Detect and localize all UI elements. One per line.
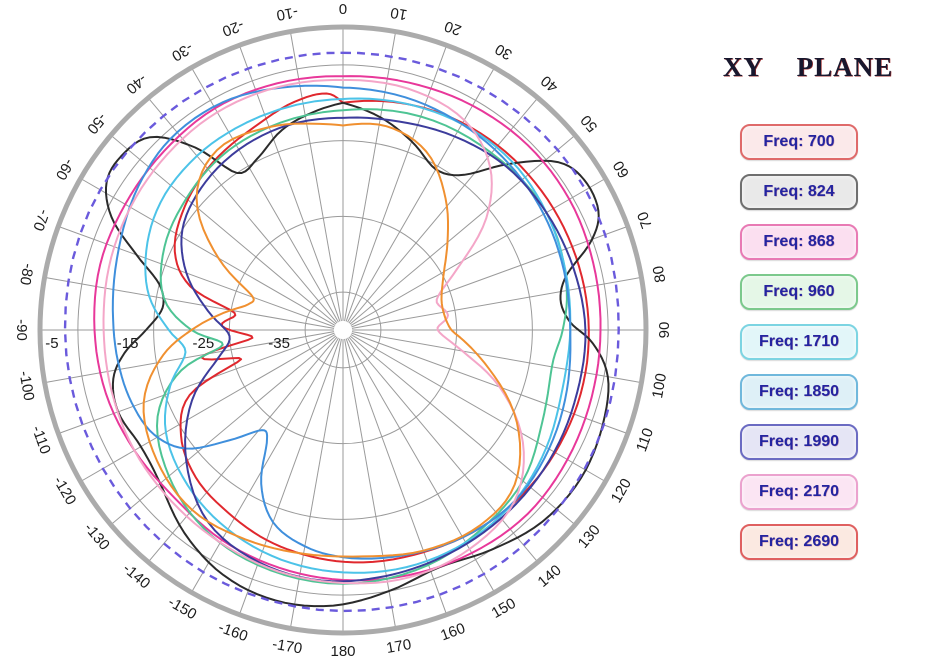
angle-tick-label: 110 [633,426,657,454]
grid-circle [304,291,382,369]
grid-spoke [289,31,342,322]
trace-freq-1850 [111,84,572,560]
angle-tick-label: 80 [650,264,670,283]
angle-tick-label: 40 [538,72,562,96]
angle-tick-label: 60 [610,158,633,181]
trace-freq-868 [93,75,602,582]
angle-tick-label: 140 [535,562,565,591]
grid-spoke [348,97,539,324]
grid-spoke [58,225,335,328]
angle-tick-label: -160 [216,619,250,645]
radial-tick-label: -15 [117,335,139,352]
angle-tick-label: -70 [29,207,52,233]
angle-tick-label: 20 [442,17,463,39]
grid-spoke [344,31,397,322]
angle-tick-label: 130 [575,522,604,552]
angle-tick-label: 0 [339,0,347,17]
grid-spoke [351,225,628,328]
angle-tick-label: 160 [438,620,467,645]
trace-freq-1990 [180,116,587,583]
grid-spoke [348,336,539,563]
grid-spoke [347,337,495,593]
trace-freq-1710 [144,97,572,574]
angle-tick-label: -170 [271,636,304,658]
grid-spoke [191,67,339,323]
grid-spoke [349,134,576,325]
legend-item-1990[interactable]: Freq: 1990 [740,424,858,460]
angle-tick-label: -20 [220,16,246,39]
grid-spoke [344,338,397,629]
grid-spoke [349,335,576,526]
angle-tick-label: 100 [649,372,670,400]
angle-tick-label: -50 [83,110,110,138]
legend-item-960[interactable]: Freq: 960 [740,274,858,310]
trace-freq-824 [105,101,610,608]
legend-item-1710[interactable]: Freq: 1710 [740,324,858,360]
grid-spoke [351,331,642,384]
legend: Freq: 700 Freq: 824 Freq: 868 Freq: 960 Freq… [740,124,858,560]
grid-spoke [345,45,448,322]
trace-freq-2690 [142,122,522,558]
grid-spoke [351,332,628,435]
grid-spoke [44,331,335,384]
angle-tick-label: 180 [330,643,355,660]
grid-spoke [191,337,339,593]
grid-spoke [351,276,642,329]
angle-tick-label: -120 [50,473,80,508]
trace-freq-700 [173,92,590,564]
angle-tick-label: 30 [492,40,515,63]
radial-tick-label: -5 [45,335,58,352]
angle-tick-label: -30 [169,39,196,65]
grid-circle [153,140,533,520]
angle-tick-label: -60 [52,156,78,183]
grid-spoke [350,178,606,326]
grid-spoke [44,276,335,329]
angle-tick-label: 120 [608,476,635,506]
right-panel: XY PLANE Freq: 700 Freq: 824 Freq: 868 Freq… [690,0,926,664]
angle-tick-label: 50 [577,112,601,136]
radial-tick-label: -35 [268,335,290,352]
grid-spoke [345,338,448,615]
trace-freq-2170 [102,78,525,585]
legend-item-700[interactable]: Freq: 700 [740,124,858,160]
grid-spoke [238,338,341,615]
angle-tick-label: -90 [13,319,30,341]
angle-tick-label: 150 [489,595,519,622]
outer-ring [37,24,649,636]
radial-tick-label: -25 [193,335,215,352]
page-title: XY PLANE [722,52,894,82]
grid-spoke [347,67,495,323]
angle-tick-label: 70 [634,209,656,230]
angle-tick-label: 90 [656,322,673,339]
grid-spoke [80,178,336,326]
legend-item-1850[interactable]: Freq: 1850 [740,374,858,410]
grid-spoke [58,332,335,435]
angle-tick-label: -110 [28,423,54,456]
legend-item-868[interactable]: Freq: 868 [740,224,858,260]
angle-tick-label: -150 [165,594,200,624]
angle-tick-label: 170 [385,636,413,657]
legend-item-2690[interactable]: Freq: 2690 [740,524,858,560]
grid-spoke [350,334,606,482]
angle-tick-label: -40 [123,70,151,97]
angle-tick-label: -100 [15,370,37,403]
grid-spoke [289,338,342,629]
angle-tick-label: -80 [16,262,37,286]
legend-item-2170[interactable]: Freq: 2170 [740,474,858,510]
reference-circle [63,51,620,613]
grid-spoke [110,335,337,526]
angle-tick-label: 10 [389,4,408,24]
grid-circle [77,64,609,596]
angle-tick-label: -10 [275,3,299,24]
grid-spoke [80,334,336,482]
legend-item-824[interactable]: Freq: 824 [740,174,858,210]
